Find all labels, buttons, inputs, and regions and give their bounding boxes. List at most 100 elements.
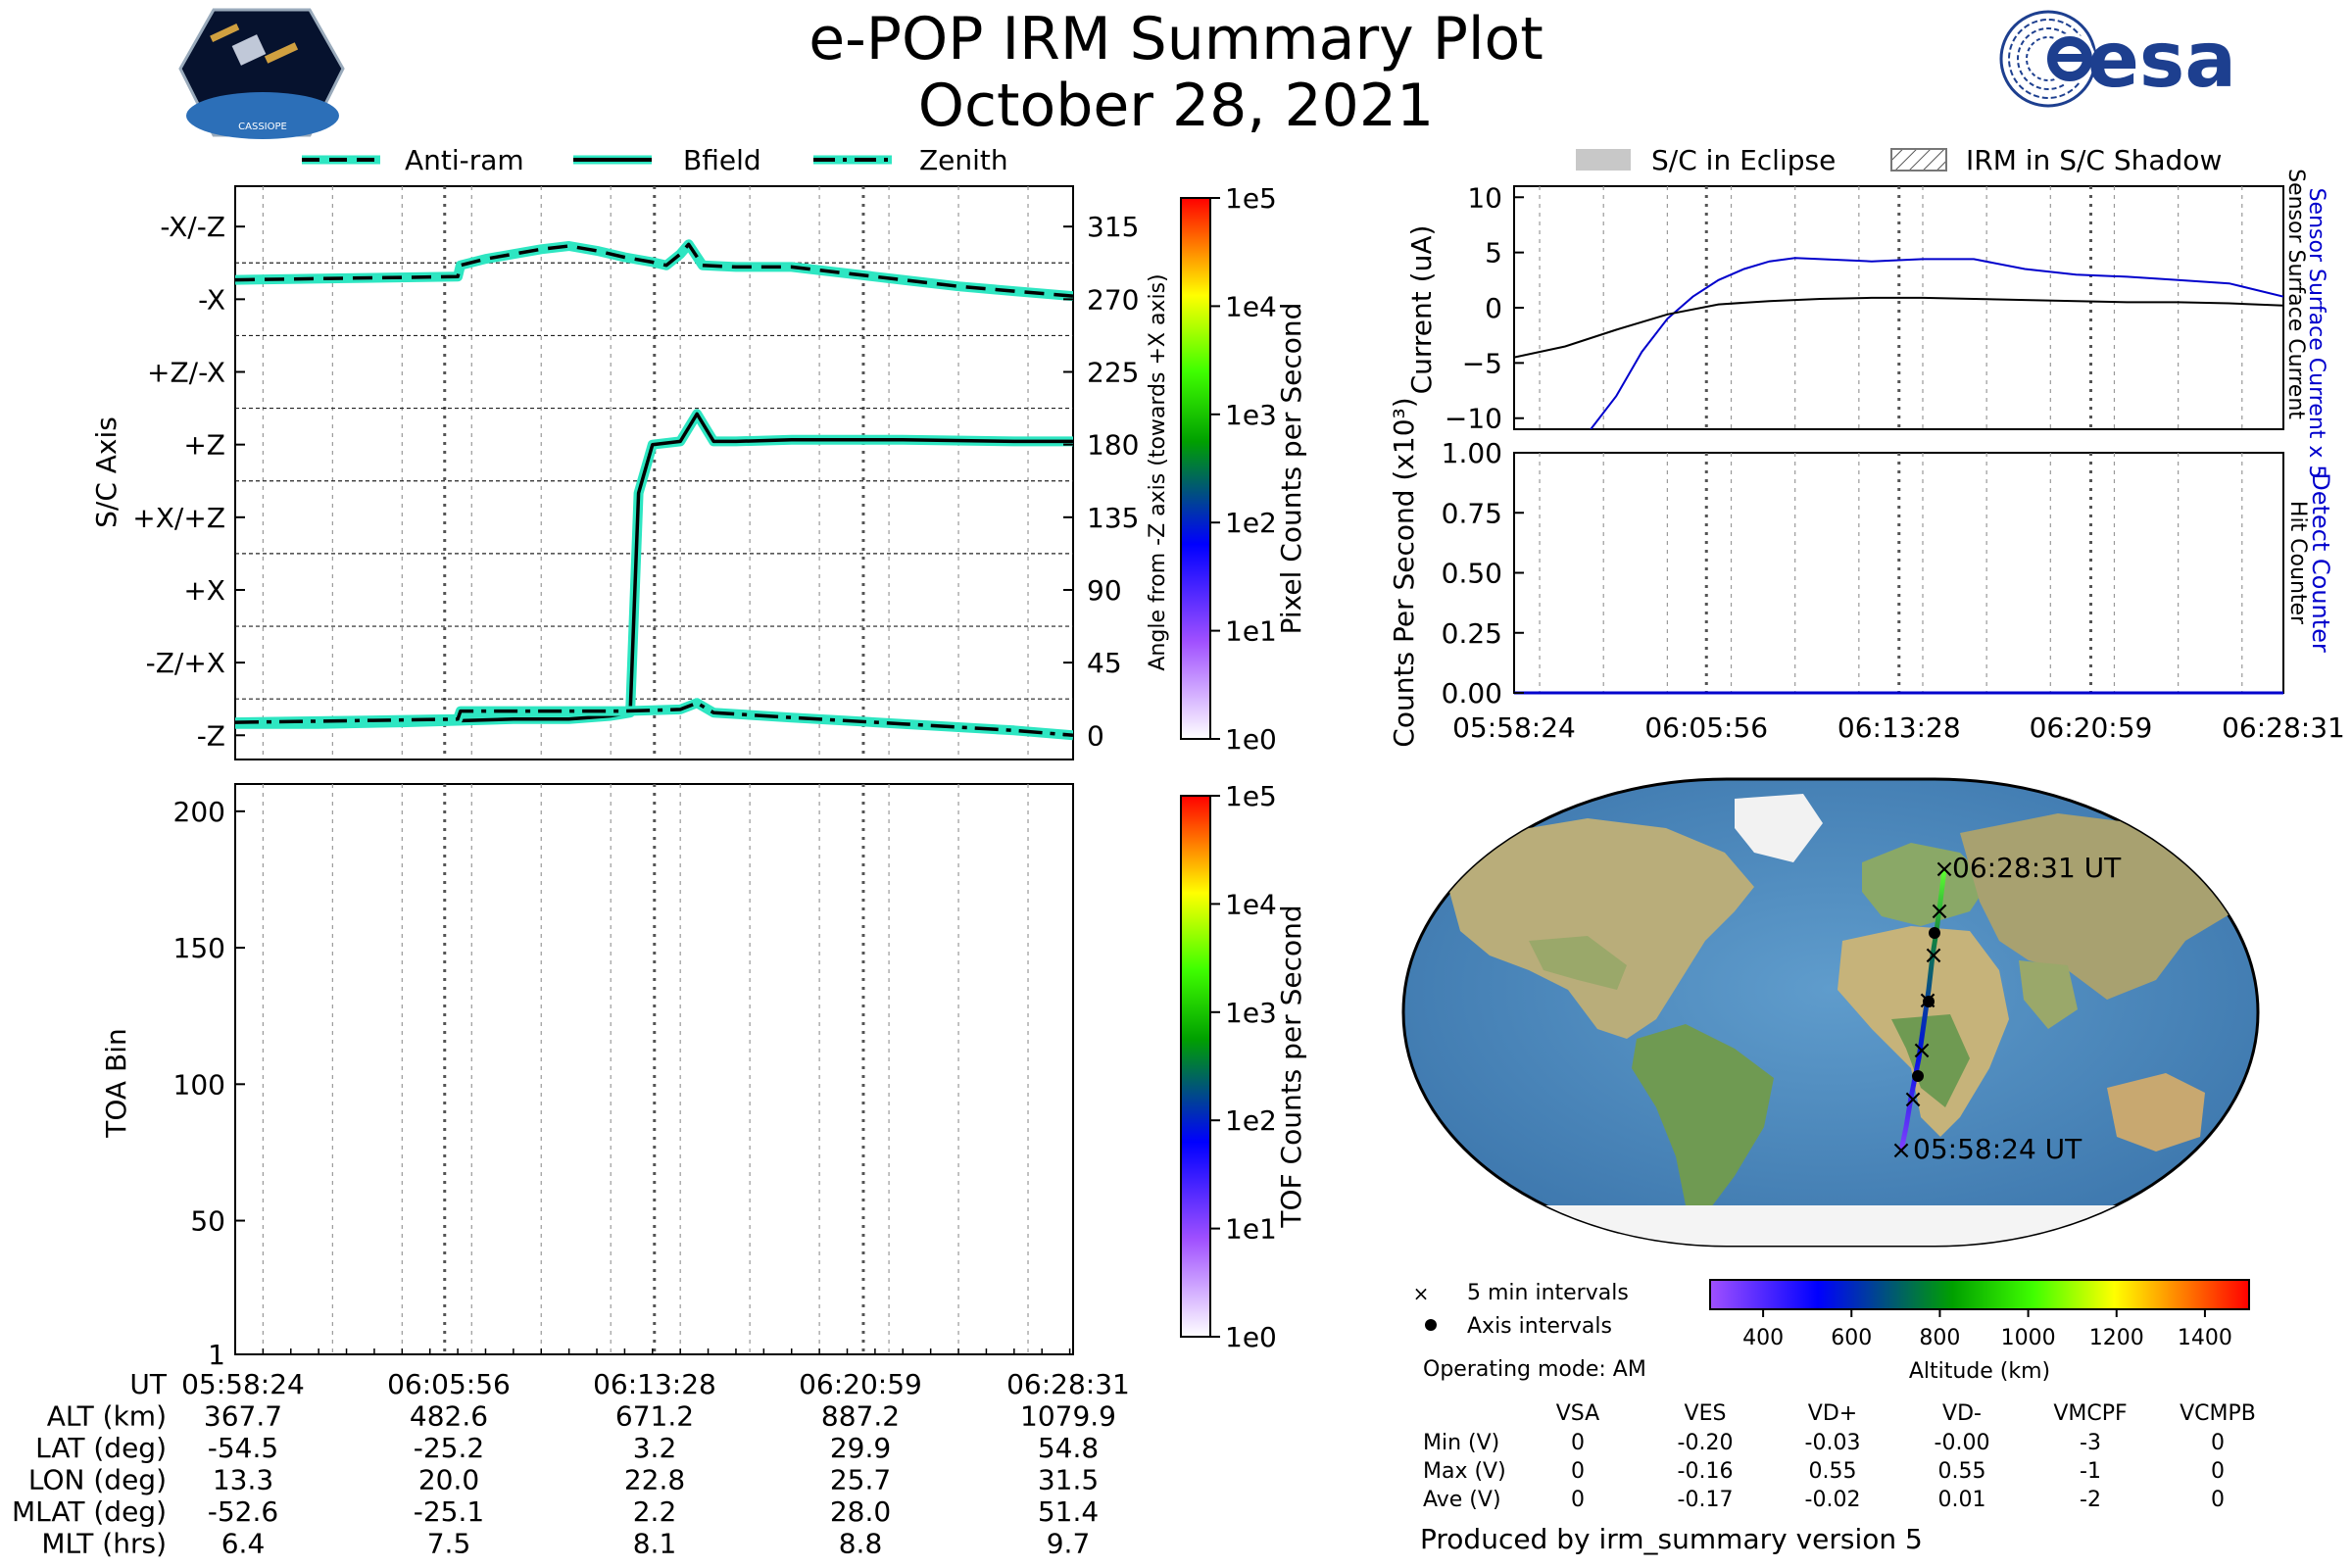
legend-dot-label: Axis intervals	[1467, 1314, 1612, 1339]
voltage-cell: -3	[2080, 1431, 2101, 1455]
series-line-zenith	[235, 701, 1073, 738]
cross-marker-icon: ×	[1413, 1282, 1430, 1305]
voltage-cell: 0	[2211, 1488, 2225, 1512]
colorbar-tick-label: 1e0	[1225, 723, 1277, 756]
colorbar-tick-label: 1e2	[1225, 507, 1277, 539]
orbit-cell: 1079.9	[1020, 1400, 1116, 1433]
angle-y-tick-label: -Z	[197, 719, 225, 752]
voltage-cell: 0	[1571, 1459, 1585, 1484]
counts-x-tick-label: 06:05:56	[1644, 711, 1768, 744]
orbit-cell: 3.2	[633, 1432, 677, 1464]
altitude-tick-label: 800	[1919, 1326, 1960, 1350]
orbit-cell: 06:13:28	[593, 1368, 716, 1400]
voltage-row-label: Max (V)	[1423, 1459, 1506, 1484]
orbit-cross-marker: ×	[1902, 1085, 1924, 1114]
orbit-cell: 29.9	[830, 1432, 891, 1464]
colorbar-tick-label: 1e5	[1225, 780, 1277, 812]
counts-y-tick-label: 0.75	[1442, 497, 1502, 529]
current-y-tick-label: −5	[1462, 347, 1502, 379]
page-subtitle: October 28, 2021	[918, 72, 1434, 140]
colorbar-tick-label: 1e4	[1225, 290, 1277, 322]
orbit-cell: -25.2	[414, 1432, 484, 1464]
angle-y-tick-label: +Z	[183, 429, 225, 462]
angle-y-tick-label: +Z/-X	[147, 357, 225, 389]
orbit-cell: 05:58:24	[181, 1368, 305, 1400]
angle-y-tick-label: -X	[198, 283, 225, 316]
angle-y-tick-label: -Z/+X	[146, 647, 225, 679]
angle-y2-tick-label: 135	[1087, 502, 1139, 534]
voltage-cell: -0.00	[1935, 1431, 1990, 1455]
colorbar-tick-label: 1e2	[1225, 1104, 1277, 1137]
voltage-cell: 0.01	[1938, 1488, 1986, 1512]
page-title: e-POP IRM Summary Plot	[808, 5, 1544, 74]
orbit-cell: 31.5	[1038, 1464, 1099, 1496]
orbit-cell: -54.5	[208, 1432, 278, 1464]
orbit-markers: ×××××××	[1890, 855, 1955, 1165]
voltage-header: VMCPF	[2053, 1401, 2127, 1426]
legend-left: Anti-ram Bfield Zenith	[302, 144, 1008, 176]
legend-swatch-eclipse	[1576, 149, 1631, 171]
colorbar-tick-label: 1e4	[1225, 888, 1277, 920]
orbit-cell: 887.2	[821, 1400, 900, 1433]
orbit-cell: 22.8	[624, 1464, 685, 1496]
altitude-tick-label: 600	[1831, 1326, 1872, 1350]
current-panel-ylabel: Current (uA)	[1405, 225, 1438, 395]
voltage-header: VCMPB	[2180, 1401, 2256, 1426]
cassiope-logo-text: CASSIOPE	[238, 122, 287, 132]
legend-item-eclipse: S/C in Eclipse	[1651, 144, 1836, 176]
altitude-tick-label: 1200	[2089, 1326, 2144, 1350]
orbit-cell: 9.7	[1047, 1528, 1091, 1560]
voltage-cell: -0.17	[1678, 1488, 1734, 1512]
voltage-cell: -0.02	[1805, 1488, 1861, 1512]
voltage-cell: -0.16	[1678, 1459, 1734, 1484]
orbit-cell: 2.2	[633, 1495, 677, 1528]
altitude-tick-label: 1400	[2178, 1326, 2232, 1350]
legend-item-zenith: Zenith	[919, 144, 1008, 176]
voltage-cell: 0.55	[1938, 1459, 1986, 1484]
orbit-cell: 6.4	[221, 1528, 266, 1560]
orbit-dot-marker	[1912, 1070, 1924, 1082]
legend-item-bfield: Bfield	[683, 144, 761, 176]
angle-y2-tick-label: 90	[1087, 574, 1122, 607]
colorbar-bottom: 1e0 1e1 1e2 1e3 1e4 1e5 TOF Counts per Second	[1180, 780, 1307, 1353]
footer-credit: Produced by irm_summary version 5	[1420, 1523, 1923, 1555]
voltage-cell: -0.03	[1805, 1431, 1861, 1455]
counts-panel-y2label-blue: Detect Counter	[2307, 472, 2334, 653]
toa-y-tick-label: 1	[208, 1339, 225, 1371]
legend-item-anti-ram: Anti-ram	[405, 144, 524, 176]
toa-y-tick-label: 100	[173, 1068, 225, 1101]
angle-y2-tick-label: 180	[1087, 429, 1139, 462]
legend-item-shadow: IRM in S/C Shadow	[1966, 144, 2222, 176]
toa-y-tick-label: 200	[173, 796, 225, 828]
voltage-table: VSA VES VD+ VD- VMCPF VCMPB Min (V) 0 -0.20 -0.03…	[1423, 1401, 2256, 1512]
voltage-cell: 0	[2211, 1431, 2225, 1455]
angle-y2-tick-label: 270	[1087, 283, 1139, 316]
orbit-table: UT 05:58:24 06:05:56 06:13:28 06:20:59 06:28:…	[12, 1368, 1130, 1560]
angle-panel-y2label: Angle from -Z axis (towards +X axis)	[1146, 273, 1170, 670]
angle-y-tick-label: +X/+Z	[132, 502, 225, 534]
world-map: ××××××× 06:28:31 UT 05:58:24 UT	[1401, 777, 2260, 1248]
voltage-header: VD+	[1808, 1401, 1857, 1426]
counts-y-tick-label: 0.50	[1442, 558, 1502, 590]
toa-y-tick-label: 50	[190, 1205, 225, 1238]
angle-y2-tick-label: 0	[1087, 719, 1104, 752]
orbit-cell: -25.1	[414, 1495, 484, 1528]
current-series-line	[1590, 257, 2283, 429]
orbit-cell: 06:28:31	[1006, 1368, 1130, 1400]
legend-right: S/C in Eclipse IRM in S/C Shadow	[1576, 144, 2222, 176]
counts-panel-y2label-black: Hit Counter	[2285, 501, 2310, 625]
voltage-cell: 0	[1571, 1488, 1585, 1512]
orbit-row-label: ALT (km)	[47, 1400, 167, 1433]
counts-x-tick-label: 06:20:59	[2030, 711, 2153, 744]
counts-x-tick-label: 05:58:24	[1452, 711, 1576, 744]
continents	[1403, 794, 2258, 1246]
current-panel-y2label-black: Sensor Surface Current	[2283, 169, 2308, 419]
legend-swatch-shadow	[1890, 148, 1947, 172]
colorbar-tick-label: 1e5	[1225, 182, 1277, 215]
orbit-label-start: 05:58:24 UT	[1913, 1133, 2082, 1165]
voltage-header: VES	[1685, 1401, 1727, 1426]
orbit-cell: 367.7	[204, 1400, 282, 1433]
counts-x-tick-label: 06:28:31	[2222, 711, 2345, 744]
orbit-cross-marker: ×	[1890, 1136, 1912, 1165]
